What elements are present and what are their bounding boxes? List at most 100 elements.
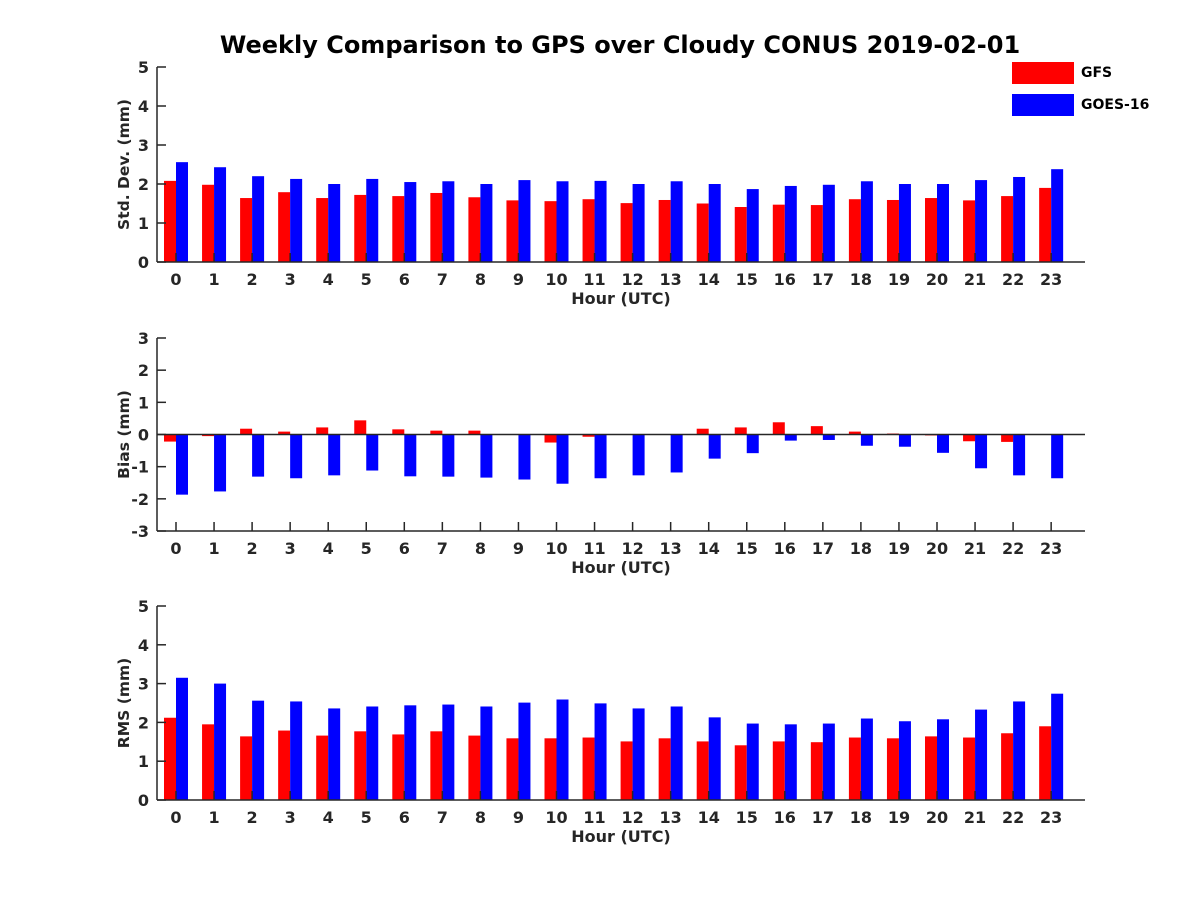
panel-3-bar-goes16-21 — [975, 709, 988, 800]
panel-3-bar-goes16-6 — [404, 705, 417, 800]
panel-2-bar-goes16-22 — [1013, 434, 1026, 476]
panel-3-x-tick-label-17: 17 — [812, 808, 834, 827]
panel-1-bar-goes16-5 — [366, 178, 379, 262]
panel-3-bar-goes16-22 — [1013, 701, 1026, 800]
panel-1-bar-goes16-11 — [594, 180, 607, 262]
panel-2-x-tick-label-1: 1 — [208, 539, 219, 558]
panel-2-x-tick-label-10: 10 — [545, 539, 567, 558]
panel-1-bar-goes16-9 — [518, 180, 531, 262]
panel-1-x-tick-label-19: 19 — [888, 270, 910, 289]
panel-1-bar-gfs-6 — [392, 196, 405, 262]
panel-1-y-tick-label-5: 5 — [138, 58, 149, 77]
panel-3-bar-goes16-23 — [1051, 693, 1064, 800]
panel-3-bar-goes16-8 — [480, 706, 493, 800]
panel-3-x-tick-label-5: 5 — [361, 808, 372, 827]
panel-2-bar-goes16-6 — [404, 434, 417, 477]
panel-2-bar-goes16-1 — [214, 434, 227, 492]
panel-2-bar-gfs-1 — [202, 434, 215, 437]
panel-1-bar-gfs-7 — [430, 192, 443, 262]
panel-2-bar-goes16-16 — [784, 434, 797, 441]
panel-2-bar-goes16-0 — [176, 434, 188, 495]
panel-3-x-tick-label-12: 12 — [621, 808, 643, 827]
panel-2-bar-goes16-7 — [442, 434, 455, 477]
panel-1-y-tick-label-3: 3 — [138, 136, 149, 155]
panel-1-x-tick-label-6: 6 — [399, 270, 410, 289]
panel-2-x-tick-label-0: 0 — [170, 539, 181, 558]
panel-2-bar-goes16-5 — [366, 434, 379, 471]
panel-3-x-tick-label-0: 0 — [170, 808, 181, 827]
legend-item-gfs: GFS — [1012, 62, 1149, 84]
panel-1-x-tick-label-9: 9 — [513, 270, 524, 289]
panel-3-bar-gfs-17 — [810, 742, 823, 800]
panel-2-x-tick-label-15: 15 — [736, 539, 758, 558]
panel-2-bar-goes16-17 — [822, 434, 835, 440]
panel-3-bar-gfs-1 — [202, 724, 215, 800]
panel-2-x-tick-label-6: 6 — [399, 539, 410, 558]
panel-1-y-tick-label-4: 4 — [138, 97, 149, 116]
panel-3-x-tick-label-11: 11 — [583, 808, 605, 827]
panel-2-y-tick-label-1: 1 — [138, 393, 149, 412]
panel-2-bar-gfs-14 — [696, 428, 709, 435]
panel-3-x-tick-label-21: 21 — [964, 808, 986, 827]
panel-3-bar-goes16-0 — [176, 677, 188, 800]
panel-1-bar-gfs-14 — [696, 203, 709, 262]
panel-2-x-tick-label-8: 8 — [475, 539, 486, 558]
panel-3-bar-gfs-2 — [240, 736, 253, 800]
panel-2-bar-gfs-7 — [430, 430, 443, 435]
panel-2-bar-goes16-11 — [594, 434, 607, 479]
panel-2-x-tick-label-5: 5 — [361, 539, 372, 558]
panel-2-y-tick-label--1: -1 — [131, 458, 149, 477]
panel-3-bar-goes16-9 — [518, 702, 531, 800]
panel-1-x-tick-label-10: 10 — [545, 270, 567, 289]
panel-3-bar-goes16-1 — [214, 683, 227, 800]
panel-2-bar-gfs-3 — [278, 431, 291, 435]
panel-2-bar-goes16-12 — [632, 434, 645, 476]
panel-2-x-tick-label-23: 23 — [1040, 539, 1062, 558]
panel-2-y-axis-label: Bias (mm) — [115, 390, 133, 479]
panel-1-y-tick-label-1: 1 — [138, 214, 149, 233]
panel-3-x-tick-label-8: 8 — [475, 808, 486, 827]
legend-item-goes16: GOES-16 — [1012, 94, 1149, 116]
panel-3-bar-goes16-10 — [556, 699, 569, 800]
panel-3-bar-gfs-8 — [468, 735, 481, 800]
panel-3-x-tick-label-4: 4 — [323, 808, 334, 827]
panel-3-bar-gfs-7 — [430, 731, 443, 800]
panel-3-bar-gfs-12 — [620, 741, 633, 800]
panel-1-bar-gfs-4 — [316, 198, 329, 262]
panel-3-x-tick-label-10: 10 — [545, 808, 567, 827]
panel-1-bar-goes16-1 — [214, 167, 227, 262]
panel-1-bar-gfs-20 — [925, 198, 937, 262]
panel-2-y-tick-label-3: 3 — [138, 329, 149, 348]
panel-1-bar-gfs-16 — [772, 204, 785, 262]
panel-1-x-tick-label-14: 14 — [698, 270, 720, 289]
panel-3-x-tick-label-2: 2 — [247, 808, 258, 827]
panel-1-bar-goes16-15 — [746, 189, 759, 262]
panel-3-bar-gfs-15 — [734, 745, 747, 800]
panel-3-bar-goes16-16 — [784, 724, 797, 800]
panel-1-bar-gfs-1 — [202, 184, 215, 262]
panel-1-x-tick-label-17: 17 — [812, 270, 834, 289]
panel-1-x-tick-label-8: 8 — [475, 270, 486, 289]
panel-3-bar-goes16-5 — [366, 706, 379, 800]
panel-1-bar-goes16-0 — [176, 162, 188, 262]
panel-1-bar-goes16-10 — [556, 181, 569, 262]
panel-3-bar-gfs-13 — [658, 738, 671, 800]
panel-1-bar-goes16-21 — [975, 180, 988, 262]
panel-2-bar-gfs-21 — [963, 434, 976, 442]
panel-3-bar-gfs-10 — [544, 738, 557, 800]
panel-2-bar-gfs-18 — [848, 431, 861, 435]
panel-1-bar-goes16-8 — [480, 184, 493, 262]
panel-1-bar-gfs-19 — [886, 199, 899, 262]
panel-1-x-tick-label-2: 2 — [247, 270, 258, 289]
panel-1-x-tick-label-0: 0 — [170, 270, 181, 289]
panel-3-bar-gfs-4 — [316, 735, 329, 800]
panel-1-bar-gfs-17 — [810, 205, 823, 262]
panel-3-x-tick-label-22: 22 — [1002, 808, 1024, 827]
panel-2-bar-gfs-0 — [164, 434, 176, 442]
legend-swatch-gfs — [1012, 62, 1074, 84]
panel-3-x-tick-label-14: 14 — [698, 808, 720, 827]
legend-label-goes16: GOES-16 — [1081, 97, 1150, 113]
panel-1-bar-gfs-10 — [544, 201, 557, 262]
panel-1-bar-gfs-11 — [582, 199, 595, 262]
panel-1-x-tick-label-16: 16 — [774, 270, 796, 289]
